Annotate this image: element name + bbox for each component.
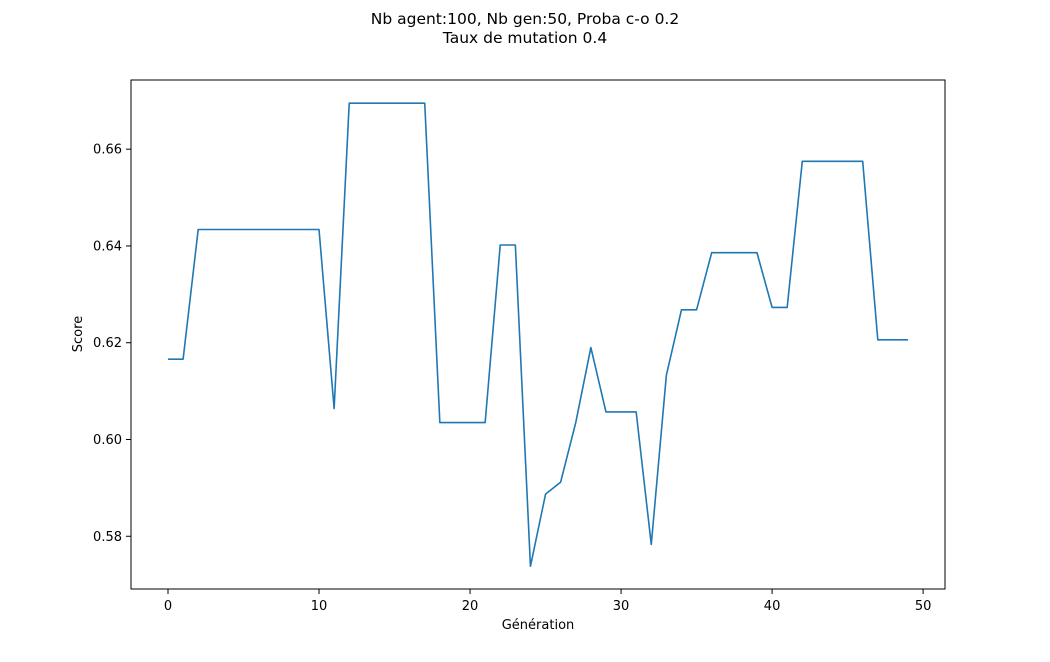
chart-subtitle: Taux de mutation 0.4 <box>442 29 608 47</box>
axes-frame <box>130 79 946 590</box>
y-tick-label: 0.60 <box>93 433 122 448</box>
x-tick-label: 20 <box>462 599 479 614</box>
chart-title: Nb agent:100, Nb gen:50, Proba c-o 0.2 <box>370 10 680 28</box>
y-tick-label: 0.66 <box>93 143 122 158</box>
x-tick-label: 10 <box>311 599 328 614</box>
series-layer <box>168 102 908 568</box>
y-tick-label: 0.64 <box>93 239 122 254</box>
x-tick-label: 40 <box>764 599 781 614</box>
x-tick-label: 50 <box>915 599 932 614</box>
x-axis: 0 10 20 30 40 50 <box>164 589 932 614</box>
y-axis: 0.58 0.60 0.62 0.64 0.66 <box>93 143 131 545</box>
y-tick-label: 0.58 <box>93 530 122 545</box>
x-tick-label: 30 <box>613 599 630 614</box>
series-line <box>168 102 908 568</box>
x-axis-label: Génération <box>502 618 575 633</box>
y-axis-label: Score <box>71 316 86 352</box>
y-tick-label: 0.62 <box>93 336 122 351</box>
plot-area <box>130 79 946 590</box>
x-tick-label: 0 <box>164 599 172 614</box>
